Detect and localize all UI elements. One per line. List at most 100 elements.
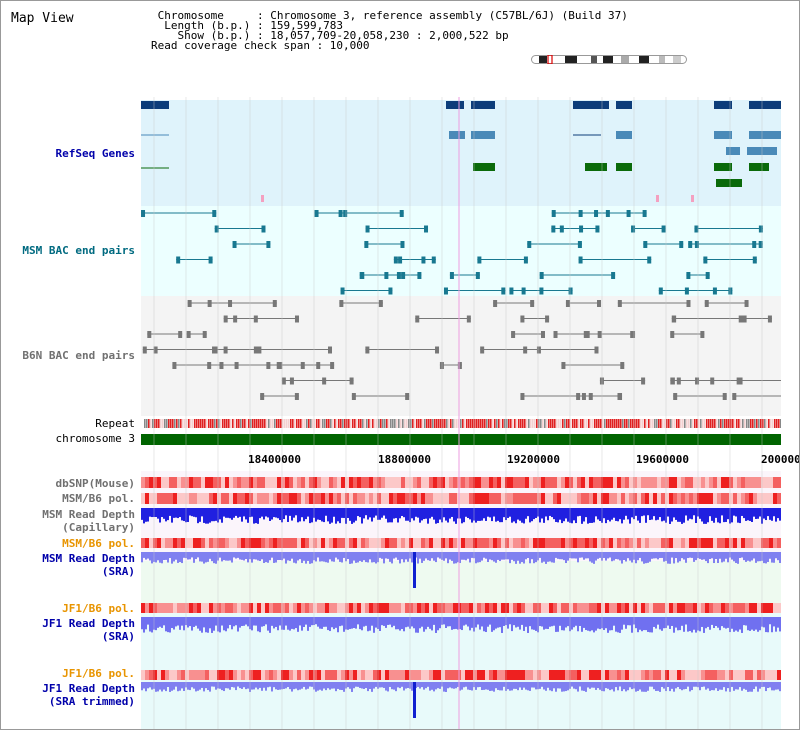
polymorphism-cell: [433, 477, 437, 488]
read-depth-bar: [465, 617, 467, 625]
polymorphism-cell: [421, 603, 425, 613]
polymorphism-cell: [369, 670, 373, 680]
read-depth-bar: [287, 617, 289, 630]
read-depth-bar: [715, 508, 717, 518]
read-depth-bar: [503, 508, 505, 518]
read-depth-bar: [333, 508, 335, 517]
read-depth-bar: [477, 552, 479, 563]
read-depth-bar: [321, 617, 323, 629]
read-depth-bar: [553, 617, 555, 626]
read-depth-bar: [509, 552, 511, 564]
repeat-mark: [590, 419, 592, 428]
repeat-mark: [722, 419, 724, 428]
polymorphism-cell: [693, 538, 697, 548]
read-depth-bar: [523, 552, 525, 564]
repeat-mark: [646, 419, 648, 428]
polymorphism-cell: [201, 493, 205, 504]
polymorphism-cell: [509, 477, 513, 488]
read-depth-bar: [295, 552, 297, 564]
polymorphism-cell: [657, 538, 661, 548]
polymorphism-cell: [729, 493, 733, 504]
read-depth-bar: [719, 617, 721, 631]
dbsnp-label[interactable]: dbSNP(Mouse): [55, 477, 135, 490]
read-depth-bar: [389, 508, 391, 523]
polymorphism-cell: [149, 603, 153, 613]
polymorphism-cell: [429, 603, 433, 613]
read-depth-bar: [269, 682, 271, 687]
polymorphism-cell: [365, 477, 369, 488]
b6n-bac-label[interactable]: B6N BAC end pairs: [22, 349, 135, 362]
read-depth-bar: [613, 508, 615, 518]
msm-depth-capillary-label[interactable]: MSM Read Depth: [42, 508, 135, 521]
read-depth-bar: [497, 617, 499, 628]
polymorphism-cell: [725, 493, 729, 504]
jf1-b6-pol-label[interactable]: JF1/B6 pol.: [62, 667, 135, 680]
refseq-label[interactable]: RefSeq Genes: [55, 147, 135, 160]
read-depth-bar: [647, 552, 649, 563]
read-depth-bar: [245, 508, 247, 520]
repeat-mark: [694, 419, 696, 428]
msm-bac-label[interactable]: MSM BAC end pairs: [22, 244, 135, 257]
jf1-depth-trimmed-label[interactable]: JF1 Read Depth: [42, 682, 135, 695]
read-depth-bar: [527, 508, 529, 517]
polymorphism-cell: [537, 493, 541, 504]
read-depth-bar: [721, 552, 723, 563]
polymorphism-cell: [453, 603, 457, 613]
msm-b6-pol-label[interactable]: MSM/B6 pol.: [62, 537, 135, 550]
read-depth-bar: [511, 552, 513, 560]
bac-end: [752, 256, 757, 264]
polymorphism-cell: [353, 670, 357, 680]
read-depth-bar: [409, 508, 411, 523]
read-depth-bar: [231, 617, 233, 630]
polymorphism-cell: [577, 538, 581, 548]
repeat-mark: [176, 419, 178, 428]
polymorphism-cell: [257, 603, 261, 613]
read-depth-bar: [215, 682, 217, 690]
polymorphism-cell: [397, 538, 401, 548]
chromosome-ideogram[interactable]: [531, 55, 687, 64]
repeat-mark: [676, 419, 678, 428]
read-depth-bar: [307, 508, 309, 517]
read-depth-bar: [505, 682, 507, 691]
bac-end: [417, 272, 422, 279]
read-depth-bar: [725, 682, 727, 692]
read-depth-bar: [767, 617, 769, 633]
read-depth-bar: [391, 682, 393, 690]
msm-b6-pol-label[interactable]: MSM/B6 pol.: [62, 492, 135, 505]
polymorphism-cell: [341, 538, 345, 548]
read-depth-bar: [347, 617, 349, 630]
read-depth-bar: [633, 508, 635, 520]
read-depth-bar: [273, 508, 275, 518]
jf1-b6-pol-label[interactable]: JF1/B6 pol.: [62, 602, 135, 615]
polymorphism-cell: [293, 493, 297, 504]
read-depth-bar: [311, 682, 313, 687]
read-depth-bar: [241, 617, 243, 626]
show-range-line: Show (b.p.) : 18,057,709-20,058,230 : 2,…: [151, 29, 509, 42]
polymorphism-cell: [725, 603, 729, 613]
polymorphism-cell: [313, 603, 317, 613]
read-depth-bar: [423, 682, 425, 690]
read-depth-bar: [419, 552, 421, 559]
bac-end: [710, 377, 715, 385]
msm-depth-sra-label[interactable]: MSM Read Depth: [42, 552, 135, 565]
read-depth-bar: [149, 682, 151, 688]
polymorphism-cell: [177, 670, 181, 680]
read-depth-bar: [347, 552, 349, 560]
polymorphism-cell: [585, 493, 589, 504]
genome-tracks[interactable]: [141, 97, 781, 729]
polymorphism-cell: [457, 493, 461, 504]
read-depth-bar: [313, 508, 315, 518]
polymorphism-cell: [593, 493, 597, 504]
polymorphism-cell: [569, 493, 573, 504]
read-depth-bar: [659, 508, 661, 518]
polymorphism-cell: [777, 603, 781, 613]
bac-end: [672, 315, 677, 323]
polymorphism-cell: [193, 493, 197, 504]
read-depth-bar: [497, 552, 499, 560]
jf1-depth-sra-label[interactable]: JF1 Read Depth: [42, 617, 135, 630]
read-depth-bar: [771, 552, 773, 563]
read-depth-bar: [713, 552, 715, 564]
polymorphism-cell: [601, 477, 605, 488]
read-depth-bar: [297, 682, 299, 691]
polymorphism-cell: [177, 477, 181, 488]
